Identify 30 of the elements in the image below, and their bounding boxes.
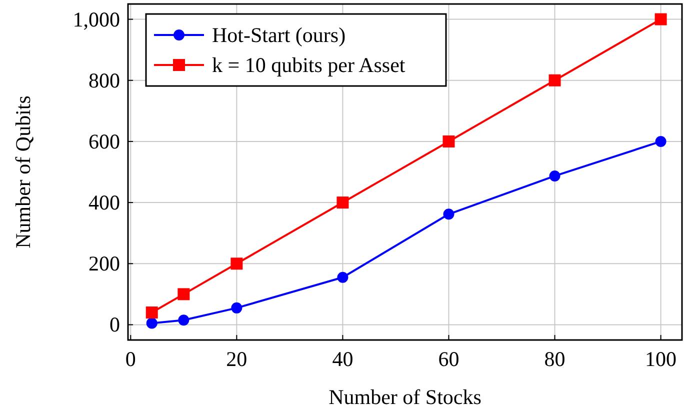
y-tick-label: 0 (110, 312, 120, 337)
x-tick-label: 20 (226, 347, 248, 371)
y-tick-label: 400 (88, 190, 120, 215)
x-tick-label: 60 (438, 347, 460, 371)
x-axis-title: Number of Stocks (328, 385, 482, 409)
point (178, 288, 190, 300)
x-tick-label: 40 (332, 347, 354, 371)
point (146, 306, 158, 319)
legend-label: Hot-Start (ours) (212, 23, 346, 47)
point (442, 135, 455, 148)
point (230, 258, 243, 270)
point (654, 13, 667, 26)
point (655, 136, 666, 147)
legend-label: k = 10 qubits per Asset (212, 53, 406, 77)
point (549, 170, 560, 182)
y-tick-label: 600 (88, 129, 120, 154)
point (443, 208, 454, 220)
point (337, 272, 348, 283)
x-tick-label: 100 (645, 347, 677, 371)
point (336, 196, 349, 209)
point (178, 314, 190, 326)
point (548, 74, 561, 86)
x-tick-label: 80 (544, 347, 566, 371)
point (231, 302, 242, 314)
point (146, 318, 158, 329)
y-tick-label: 800 (88, 68, 120, 92)
y-tick-label: 200 (88, 252, 120, 276)
y-axis-title: Number of Qubits (11, 96, 35, 248)
y-tick-label: 1,000 (72, 7, 120, 32)
x-tick-label: 0 (125, 347, 136, 371)
